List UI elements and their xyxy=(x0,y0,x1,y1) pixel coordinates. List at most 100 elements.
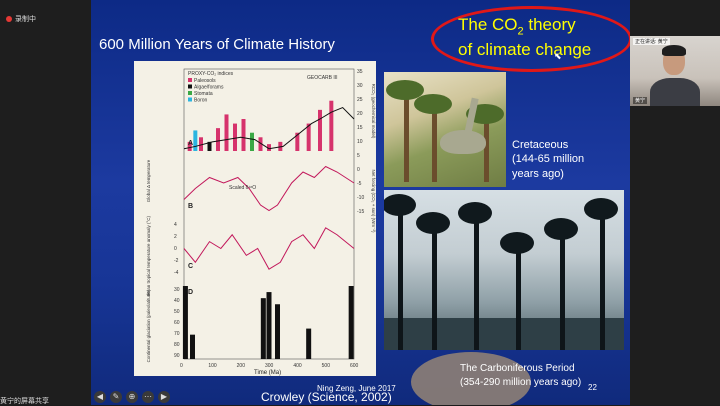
right-tick-label: -5 xyxy=(357,181,362,187)
legend-label: Boron xyxy=(194,98,208,104)
right-tick-label: -15 xyxy=(357,209,364,215)
tree xyxy=(474,210,479,350)
panel-letter: C xyxy=(188,263,193,270)
tree-canopy xyxy=(584,198,618,220)
recording-label: 录制中 xyxy=(15,16,36,23)
slide: 600 Million Years of Climate History The… xyxy=(91,0,630,405)
carboniferous-line: (354-290 million years ago) xyxy=(460,376,582,388)
tree-canopy xyxy=(416,212,450,234)
pen-icon[interactable]: ✎ xyxy=(110,390,122,403)
carboniferous-image xyxy=(384,190,624,350)
proxy-co2-bar xyxy=(250,132,254,151)
right-axis-label: RCO₂ (geochemical model) xyxy=(371,84,376,139)
panel-letter: B xyxy=(188,203,193,210)
tree-canopy xyxy=(500,232,534,254)
geocarb-line xyxy=(183,106,355,150)
tropical-temp-line xyxy=(183,227,355,270)
decorative-hill xyxy=(411,352,531,405)
prev-arrow-icon[interactable]: ◀ xyxy=(94,390,106,403)
right-tick-label: 30 xyxy=(357,83,363,89)
right-tick-label: 5 xyxy=(357,153,360,159)
left-tick-label: 4 xyxy=(174,222,177,228)
zoom-icon[interactable]: ⊕ xyxy=(126,390,138,403)
left-bar: 录制中 黄宁的屏幕共享 xyxy=(0,0,91,405)
slide-nav-toolbar: ◀ ✎ ⊕ ⋯ ▶ xyxy=(91,388,170,405)
right-tick-label: -10 xyxy=(357,195,364,201)
legend-label: Algae/forams xyxy=(194,85,224,91)
tree xyxy=(398,200,403,350)
tree xyxy=(516,240,521,350)
speaking-tag: 正在讲话: 黄宁 xyxy=(633,38,670,45)
proxy-co2-bar xyxy=(267,144,271,151)
glaciation-tick-label: 40 xyxy=(174,298,180,304)
legend-swatch xyxy=(188,97,192,102)
cretaceous-image xyxy=(384,72,506,187)
proxy-co2-bar xyxy=(295,132,300,151)
legend-swatch xyxy=(188,84,192,89)
proxy-co2-bar xyxy=(193,130,198,151)
glaciation-tick-label: 70 xyxy=(174,331,180,337)
right-tick-label: 35 xyxy=(357,69,363,75)
author-date: Ning Zeng, June 2017 xyxy=(317,384,396,393)
glaciation-tick-label: 30 xyxy=(174,287,180,293)
participant-body xyxy=(650,78,700,106)
tree-canopy xyxy=(458,202,492,224)
theory-line2: of climate change xyxy=(458,40,592,60)
cretaceous-line: Cretaceous xyxy=(512,139,569,151)
left-tick-label: -4 xyxy=(174,270,179,276)
carboniferous-caption: The Carboniferous Period (354-290 millio… xyxy=(460,362,581,389)
proxy-co2-bar xyxy=(233,123,237,151)
tree-trunk xyxy=(404,92,409,182)
glaciation-bar xyxy=(260,298,266,359)
scaled-label: Scaled δ¹⁸O xyxy=(229,185,256,191)
mouse-cursor-icon: ⬉ xyxy=(554,51,562,61)
participant-hair xyxy=(662,45,686,56)
proxy-co2-bar xyxy=(306,123,311,151)
screen-share-label: 黄宁的屏幕共享 xyxy=(0,398,49,405)
legend-swatch xyxy=(188,78,192,82)
glaciation-tick-label: 80 xyxy=(174,342,180,348)
participant-video[interactable]: 正在讲话: 黄宁 黄宁 xyxy=(630,36,720,106)
proxy-co2-bar xyxy=(224,114,229,151)
left-axis-label: Continental glaciation (paleolatitude) xyxy=(146,289,151,362)
right-tick-label: 20 xyxy=(357,111,363,117)
glaciation-bar xyxy=(266,292,272,359)
left-axis-label: Mean tropical temperature anomaly (°C) xyxy=(146,215,151,296)
proxy-co2-bar xyxy=(258,137,263,151)
proxy-co2-bar xyxy=(318,109,322,151)
cretaceous-line: years ago) xyxy=(512,167,564,180)
panel-letter: D xyxy=(188,289,193,296)
scaled-d18o-line xyxy=(183,165,355,212)
tree-trunk xyxy=(432,102,437,182)
menu-icon[interactable]: ⋯ xyxy=(142,390,154,403)
slide-title: 600 Million Years of Climate History xyxy=(99,36,335,53)
legend-swatch xyxy=(188,91,192,95)
left-axis-label: Global Δ temperature xyxy=(146,159,151,202)
glaciation-tick-label: 50 xyxy=(174,309,180,315)
panel-letter: A xyxy=(188,140,193,147)
x-tick-label: 400 xyxy=(293,363,302,369)
record-icon xyxy=(6,16,12,22)
theory-line1-pre: The CO xyxy=(458,15,518,34)
proxy-co2-bar xyxy=(207,141,212,151)
legend-label: Stomata xyxy=(194,91,213,97)
glaciation-tick-label: 90 xyxy=(174,353,180,359)
glaciation-bar xyxy=(182,286,188,359)
tree xyxy=(432,220,437,350)
next-arrow-icon[interactable]: ▶ xyxy=(158,390,170,403)
swamp-water xyxy=(384,318,624,350)
left-tick-label: -2 xyxy=(174,258,179,264)
geocarb-label: GEOCARB III xyxy=(307,75,338,81)
climate-history-chart: GEOCARB III PROXY-CO₂ indices Paleosols Alg… xyxy=(134,61,376,376)
tree-frond xyxy=(386,80,424,100)
slide-number: 22 xyxy=(588,383,597,392)
right-axis-label: Net forcing (CO₂ + sun) (Wm⁻²) xyxy=(371,169,376,233)
x-axis-title: Time (Ma) xyxy=(254,370,281,376)
theory-heading: The CO2 theory of climate change xyxy=(458,14,591,60)
x-tick-label: 100 xyxy=(208,363,217,369)
right-tick-label: 0 xyxy=(357,167,360,173)
tree-trunk xyxy=(484,112,489,182)
carboniferous-line: The Carboniferous Period xyxy=(460,363,575,374)
recording-indicator[interactable]: 录制中 xyxy=(6,14,36,24)
glaciation-bar xyxy=(306,328,312,359)
